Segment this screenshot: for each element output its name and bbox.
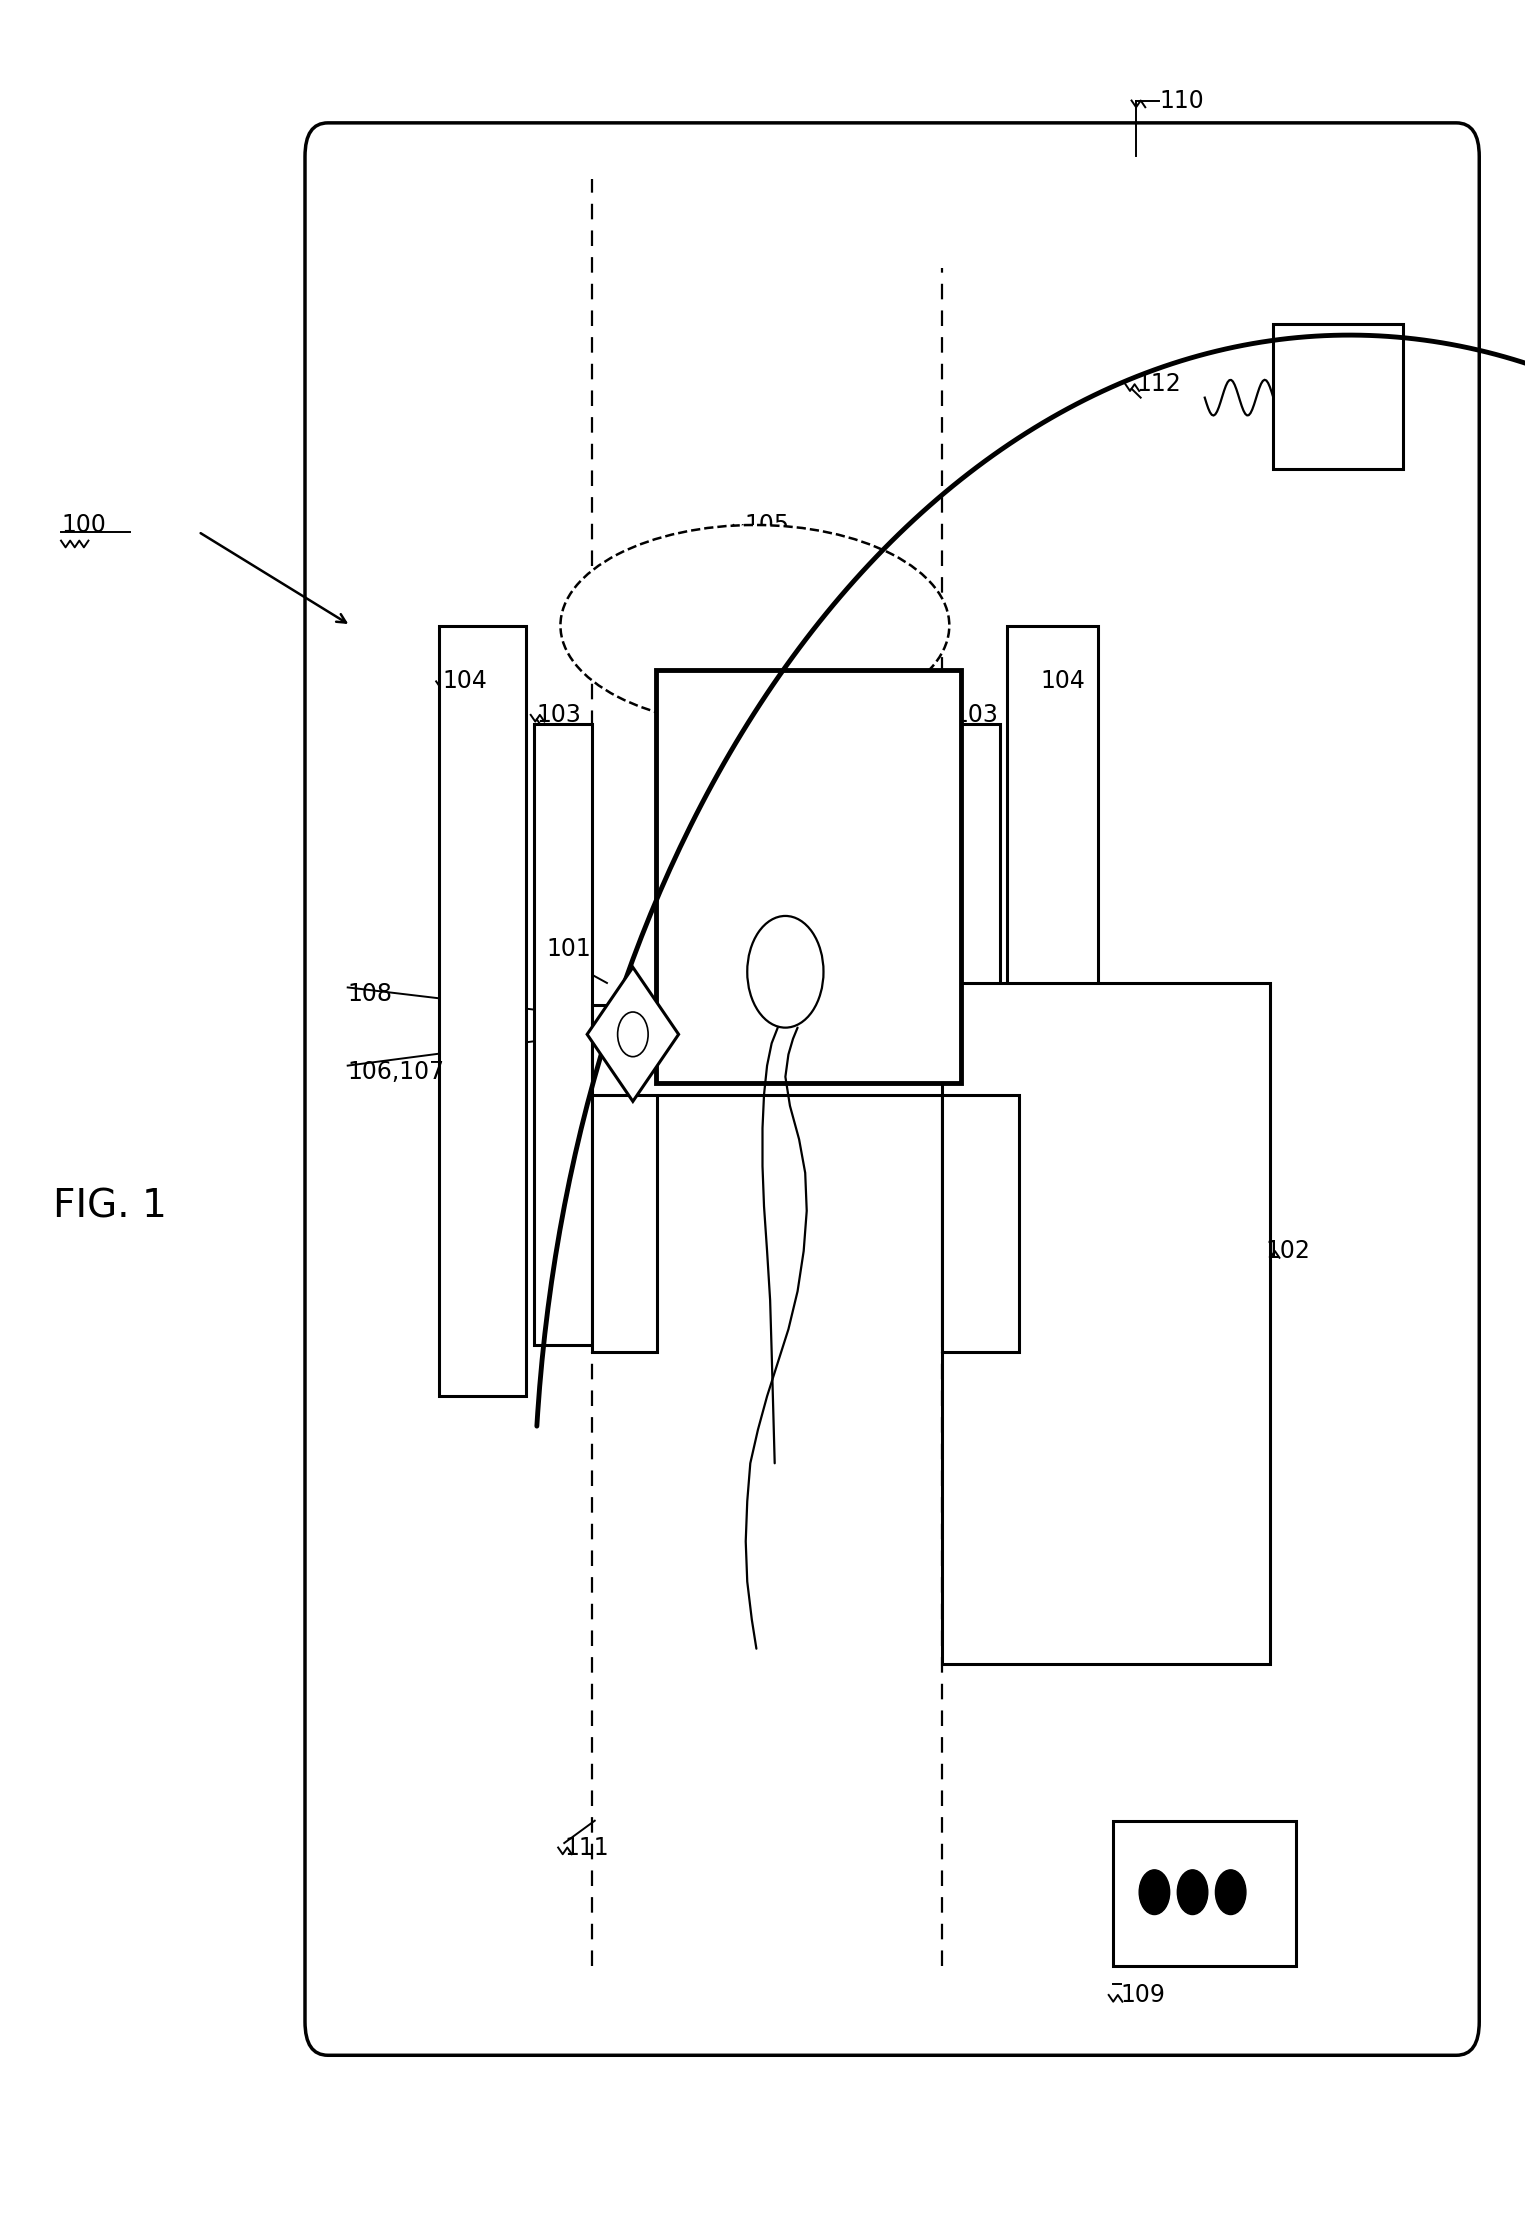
Bar [942, 1095, 1019, 1352]
Text: FIG. 1: FIG. 1 [53, 1186, 168, 1226]
Circle shape [1139, 1870, 1170, 1915]
Bar [942, 724, 1000, 1345]
FancyBboxPatch shape [305, 123, 1479, 2055]
Text: 112: 112 [1136, 373, 1180, 395]
Ellipse shape [561, 525, 949, 726]
Bar [1113, 1821, 1296, 1966]
Bar [534, 724, 592, 1345]
Text: 113: 113 [686, 838, 730, 860]
Bar [592, 1083, 657, 1352]
Bar [592, 1005, 965, 1095]
Circle shape [1177, 1870, 1208, 1915]
Text: 110: 110 [1159, 89, 1203, 112]
Bar [1273, 324, 1403, 469]
Text: 108: 108 [348, 983, 393, 1005]
Text: 100: 100 [61, 514, 105, 536]
Circle shape [1215, 1870, 1246, 1915]
Text: 102: 102 [1266, 1240, 1310, 1262]
Circle shape [618, 1012, 648, 1057]
Text: 111: 111 [564, 1836, 608, 1859]
Text: 101: 101 [546, 938, 590, 961]
Bar [439, 626, 526, 1396]
Bar [1006, 626, 1098, 1396]
Text: 104: 104 [442, 670, 486, 693]
Text: 103: 103 [537, 704, 581, 726]
Text: 106,107: 106,107 [348, 1061, 445, 1083]
Polygon shape [587, 967, 679, 1101]
Text: 109: 109 [1121, 1984, 1165, 2006]
Bar [942, 983, 1270, 1664]
Text: 105: 105 [744, 514, 790, 536]
Text: 103: 103 [953, 704, 997, 726]
Bar [656, 670, 961, 1083]
Text: 104: 104 [1040, 670, 1084, 693]
